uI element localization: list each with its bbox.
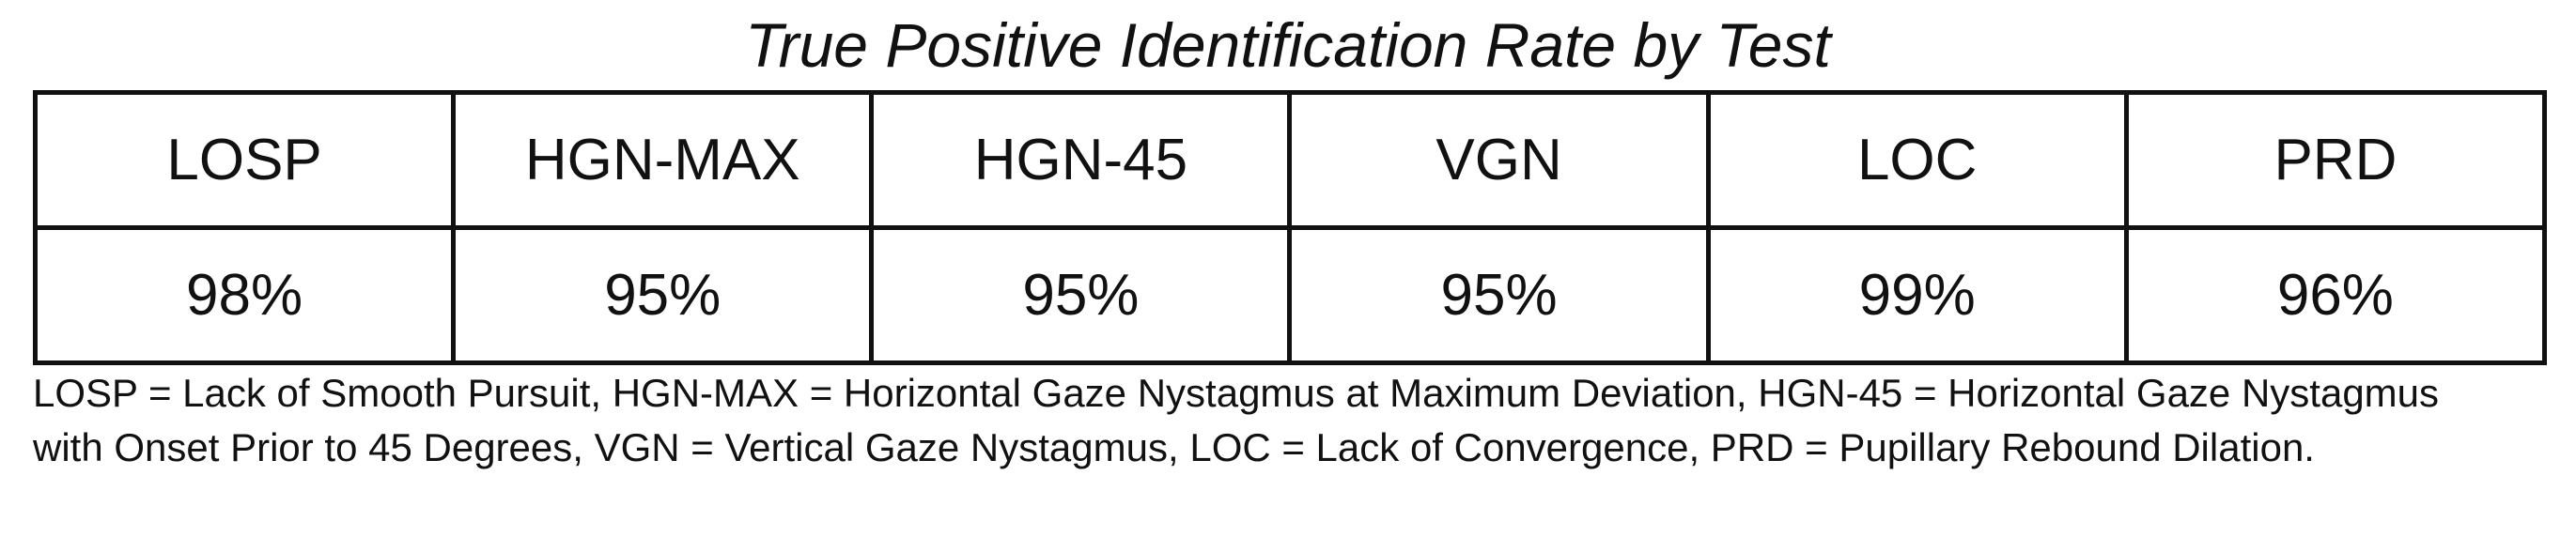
data-row: 98% 95% 95% 95% 99% 96% <box>32 225 2548 365</box>
results-table: LOSP HGN-MAX HGN-45 VGN LOC PRD 98% 95% 95% 95% 99… <box>32 90 2548 365</box>
data-cell: 95% <box>1287 225 1711 365</box>
title: True Positive Identification Rate by Tes… <box>745 10 1831 80</box>
data-cell: 95% <box>869 225 1293 365</box>
footnote: LOSP = Lack of Smooth Pursuit, HGN-MAX =… <box>33 371 2440 469</box>
header-cell: PRD <box>2123 90 2548 230</box>
header-cell: HGN-MAX <box>451 90 875 230</box>
header-cell: HGN-45 <box>869 90 1293 230</box>
data-cell: 95% <box>451 225 875 365</box>
data-cell: 96% <box>2123 225 2548 365</box>
header-cell: VGN <box>1287 90 1711 230</box>
data-cell: 98% <box>32 225 457 365</box>
table-body: LOSP HGN-MAX HGN-45 VGN LOC PRD 98% 95% 95% 95% 99… <box>32 90 2548 365</box>
data-cell: 99% <box>1705 225 2129 365</box>
header-row: LOSP HGN-MAX HGN-45 VGN LOC PRD <box>32 90 2548 230</box>
header-cell: LOC <box>1705 90 2129 230</box>
header-cell: LOSP <box>32 90 457 230</box>
